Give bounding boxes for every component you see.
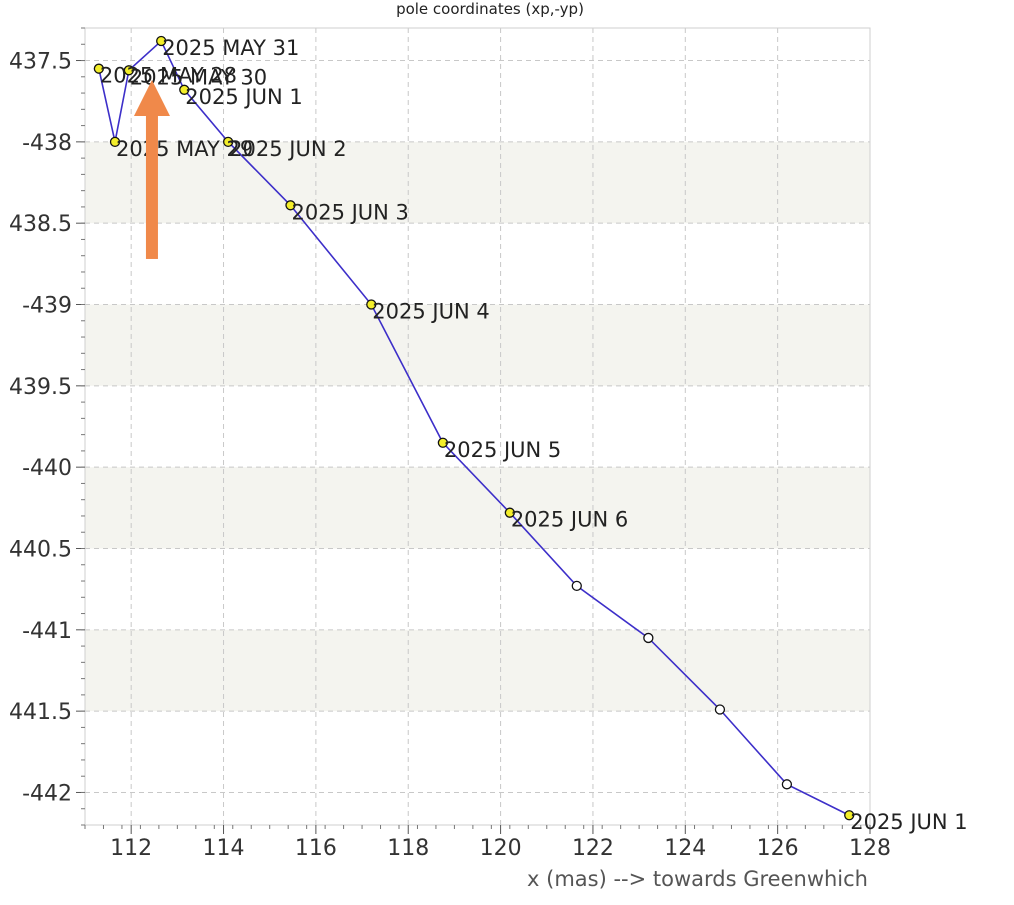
observed-point xyxy=(504,507,515,518)
grid-band xyxy=(85,467,870,549)
x-tick-label: 120 xyxy=(480,836,522,861)
y-tick-label: -441 xyxy=(22,619,72,644)
point-label: 2025 JUN 1 xyxy=(185,85,302,109)
data-series xyxy=(93,35,855,821)
predicted-point xyxy=(571,580,582,592)
predicted-point xyxy=(643,632,654,644)
x-tick-label: 118 xyxy=(387,836,429,861)
point-label: 2025 MAY 31 xyxy=(162,36,299,60)
predicted-point xyxy=(714,704,726,715)
background-bands xyxy=(85,141,870,712)
observed-point xyxy=(123,65,135,76)
x-tick-label: 112 xyxy=(110,836,152,861)
point-label: 2025 MAY 29 xyxy=(116,137,253,161)
observed-point xyxy=(222,136,234,148)
arrow-shaft xyxy=(145,114,158,259)
y-tick-label: 439.5 xyxy=(9,375,72,400)
y-tick-label: 440.5 xyxy=(9,537,72,562)
chart-title: pole coordinates (xp,-yp) xyxy=(396,0,584,18)
observed-point xyxy=(437,437,449,448)
point-label: 2025 MAY 28 xyxy=(100,64,237,88)
arrow-head xyxy=(133,80,170,117)
y-tick-label: -440 xyxy=(22,456,72,481)
observed-point xyxy=(366,299,377,310)
x-tick-label: 114 xyxy=(203,836,245,861)
y-tick-label: 441.5 xyxy=(9,700,72,725)
y-tick-label: -442 xyxy=(22,781,72,806)
y-tick-label: 437.5 xyxy=(9,50,72,75)
x-axis-label: x (mas) --> towards Greenwhich xyxy=(527,867,868,891)
plot-frame xyxy=(84,27,871,826)
y-tick-labels: 437.5 -438 438.5 -439 439.5 -440 440.5 -441 441.… xyxy=(9,50,72,807)
x-tick-label: 122 xyxy=(572,836,614,861)
point-label: 2025 JUN 6 xyxy=(511,508,628,532)
y-tick-label: -438 xyxy=(22,131,72,156)
grid-band xyxy=(85,141,870,224)
point-label: 2025 JUN 3 xyxy=(291,200,408,224)
observed-point xyxy=(156,35,167,47)
axis-ticks xyxy=(76,27,871,834)
point-label: 2025 JUN 5 xyxy=(444,438,561,462)
point-label: 2025 JUN 2 xyxy=(229,137,346,161)
y-tick-label: 438.5 xyxy=(9,212,72,237)
x-tick-label: 124 xyxy=(664,836,706,861)
x-tick-labels: 112 114 116 118 120 122 124 126 128 xyxy=(110,836,891,861)
observed-point xyxy=(93,63,105,74)
grid-lines xyxy=(85,28,871,825)
grid-band xyxy=(85,629,870,712)
predicted-point xyxy=(781,779,793,790)
observed-point xyxy=(844,810,855,821)
point-label: 2025 JUN 4 xyxy=(372,300,489,324)
x-tick-label: 128 xyxy=(849,836,891,861)
observed-point xyxy=(285,200,296,211)
x-tick-label: 126 xyxy=(757,836,799,861)
x-tick-label: 116 xyxy=(295,836,337,861)
observed-point xyxy=(179,84,190,95)
orange-arrow xyxy=(133,80,170,259)
annotations xyxy=(133,80,170,259)
grid-band xyxy=(85,304,870,386)
y-tick-label: -439 xyxy=(22,294,72,319)
point-label: 2025 JUN 1 xyxy=(850,810,967,834)
observed-point xyxy=(109,136,121,148)
